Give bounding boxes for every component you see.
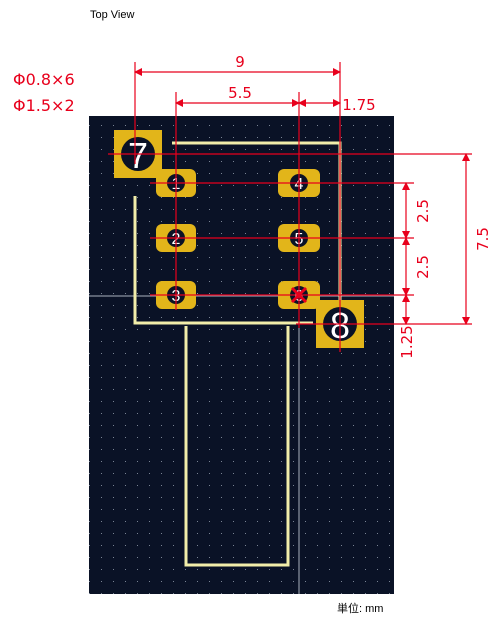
mounting-pad-7-label: 7 — [128, 135, 148, 176]
dim-total-width: 9 — [235, 53, 245, 71]
dim-row-pitch-2: 2.5 — [414, 255, 432, 279]
dim-row-to-mount-y: 1.25 — [398, 325, 416, 358]
grid-dots — [89, 116, 394, 594]
units-label: 単位: mm — [337, 603, 384, 615]
dim-pin-to-mount-x: 1.75 — [342, 96, 375, 114]
dim-total-height: 7.5 — [474, 227, 492, 251]
hole-spec-small: Φ0.8×6 — [13, 70, 75, 89]
hole-spec-large: Φ1.5×2 — [13, 96, 75, 115]
view-title: Top View — [90, 9, 135, 21]
dimension-lines — [108, 62, 472, 352]
dim-pin-pitch-x: 5.5 — [228, 84, 252, 102]
dim-row-pitch-1: 2.5 — [414, 199, 432, 223]
